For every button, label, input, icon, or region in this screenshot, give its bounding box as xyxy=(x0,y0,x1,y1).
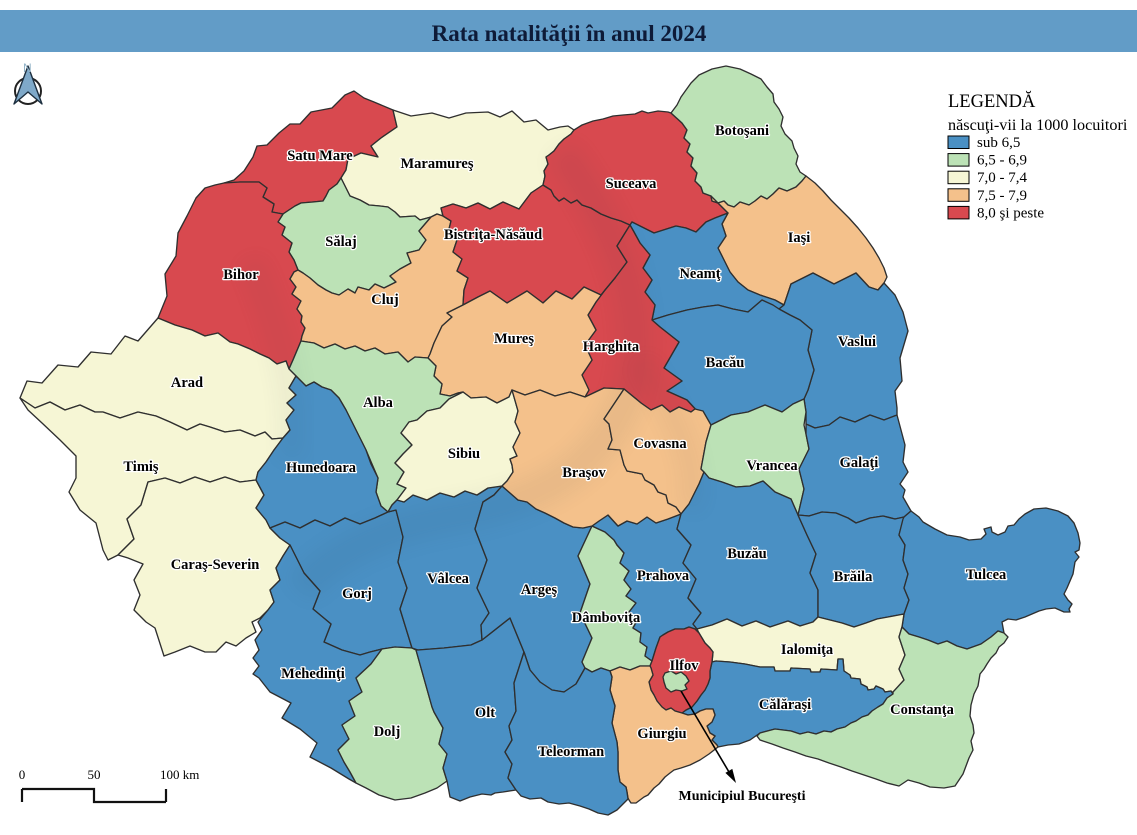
svg-text:Constanţa: Constanţa xyxy=(890,702,954,718)
svg-text:Vrancea: Vrancea xyxy=(746,458,798,474)
svg-text:sub 6,5: sub 6,5 xyxy=(977,135,1020,151)
svg-text:Galaţi: Galaţi xyxy=(840,455,879,471)
svg-text:Dolj: Dolj xyxy=(374,724,401,740)
svg-text:Satu Mare: Satu Mare xyxy=(287,148,353,164)
svg-text:Prahova: Prahova xyxy=(637,568,690,584)
svg-text:Argeş: Argeş xyxy=(521,582,558,598)
svg-text:Vaslui: Vaslui xyxy=(838,334,876,350)
svg-text:Caraş-Severin: Caraş-Severin xyxy=(171,557,260,573)
svg-text:Vâlcea: Vâlcea xyxy=(427,571,470,587)
svg-text:Suceava: Suceava xyxy=(606,176,658,192)
svg-text:LEGENDĂ: LEGENDĂ xyxy=(948,91,1036,112)
svg-text:Sibiu: Sibiu xyxy=(448,446,480,462)
svg-text:Bistriţa-Năsăud: Bistriţa-Năsăud xyxy=(444,227,542,243)
svg-text:născuţi-vii la 1000 locuitori: născuţi-vii la 1000 locuitori xyxy=(948,116,1128,134)
svg-text:Alba: Alba xyxy=(363,395,394,411)
svg-text:Buzău: Buzău xyxy=(727,546,767,562)
svg-text:Maramureş: Maramureş xyxy=(400,156,473,172)
svg-text:Tulcea: Tulcea xyxy=(966,567,1007,583)
svg-text:Giurgiu: Giurgiu xyxy=(637,726,686,742)
svg-text:Mureş: Mureş xyxy=(494,331,534,347)
svg-text:Timiş: Timiş xyxy=(123,459,159,475)
svg-text:Municipiul Bucureşti: Municipiul Bucureşti xyxy=(679,789,806,804)
svg-text:50: 50 xyxy=(88,767,101,782)
svg-text:Sălaj: Sălaj xyxy=(325,234,356,250)
svg-text:Botoşani: Botoşani xyxy=(715,123,769,139)
svg-text:Harghita: Harghita xyxy=(583,339,640,355)
svg-text:N: N xyxy=(23,61,32,75)
svg-text:6,5 - 6,9: 6,5 - 6,9 xyxy=(977,153,1027,169)
svg-text:Bihor: Bihor xyxy=(223,267,259,283)
svg-text:Hunedoara: Hunedoara xyxy=(286,460,357,476)
svg-text:Ialomiţa: Ialomiţa xyxy=(781,642,834,658)
svg-text:Arad: Arad xyxy=(171,375,203,391)
svg-text:7,5 - 7,9: 7,5 - 7,9 xyxy=(977,188,1027,204)
svg-text:100 km: 100 km xyxy=(160,767,199,782)
svg-text:Rata natalităţii în anul 2024: Rata natalităţii în anul 2024 xyxy=(432,21,707,46)
svg-text:0: 0 xyxy=(19,767,26,782)
svg-text:Bacău: Bacău xyxy=(706,355,745,371)
svg-text:Neamţ: Neamţ xyxy=(679,266,720,282)
svg-text:Cluj: Cluj xyxy=(371,292,398,308)
svg-text:Iaşi: Iaşi xyxy=(788,230,811,246)
svg-text:Braşov: Braşov xyxy=(562,465,606,481)
svg-text:Gorj: Gorj xyxy=(342,586,372,602)
svg-text:Mehedinţi: Mehedinţi xyxy=(281,666,345,682)
svg-text:Teleorman: Teleorman xyxy=(538,744,604,760)
svg-text:Olt: Olt xyxy=(475,705,495,721)
svg-text:Ilfov: Ilfov xyxy=(670,658,700,674)
svg-text:Călăraşi: Călăraşi xyxy=(759,697,811,713)
svg-text:Dâmboviţa: Dâmboviţa xyxy=(572,610,641,626)
svg-text:Brăila: Brăila xyxy=(834,569,873,585)
svg-text:8,0 şi peste: 8,0 şi peste xyxy=(977,205,1044,221)
svg-text:Covasna: Covasna xyxy=(633,436,687,452)
svg-text:7,0 - 7,4: 7,0 - 7,4 xyxy=(977,170,1027,186)
